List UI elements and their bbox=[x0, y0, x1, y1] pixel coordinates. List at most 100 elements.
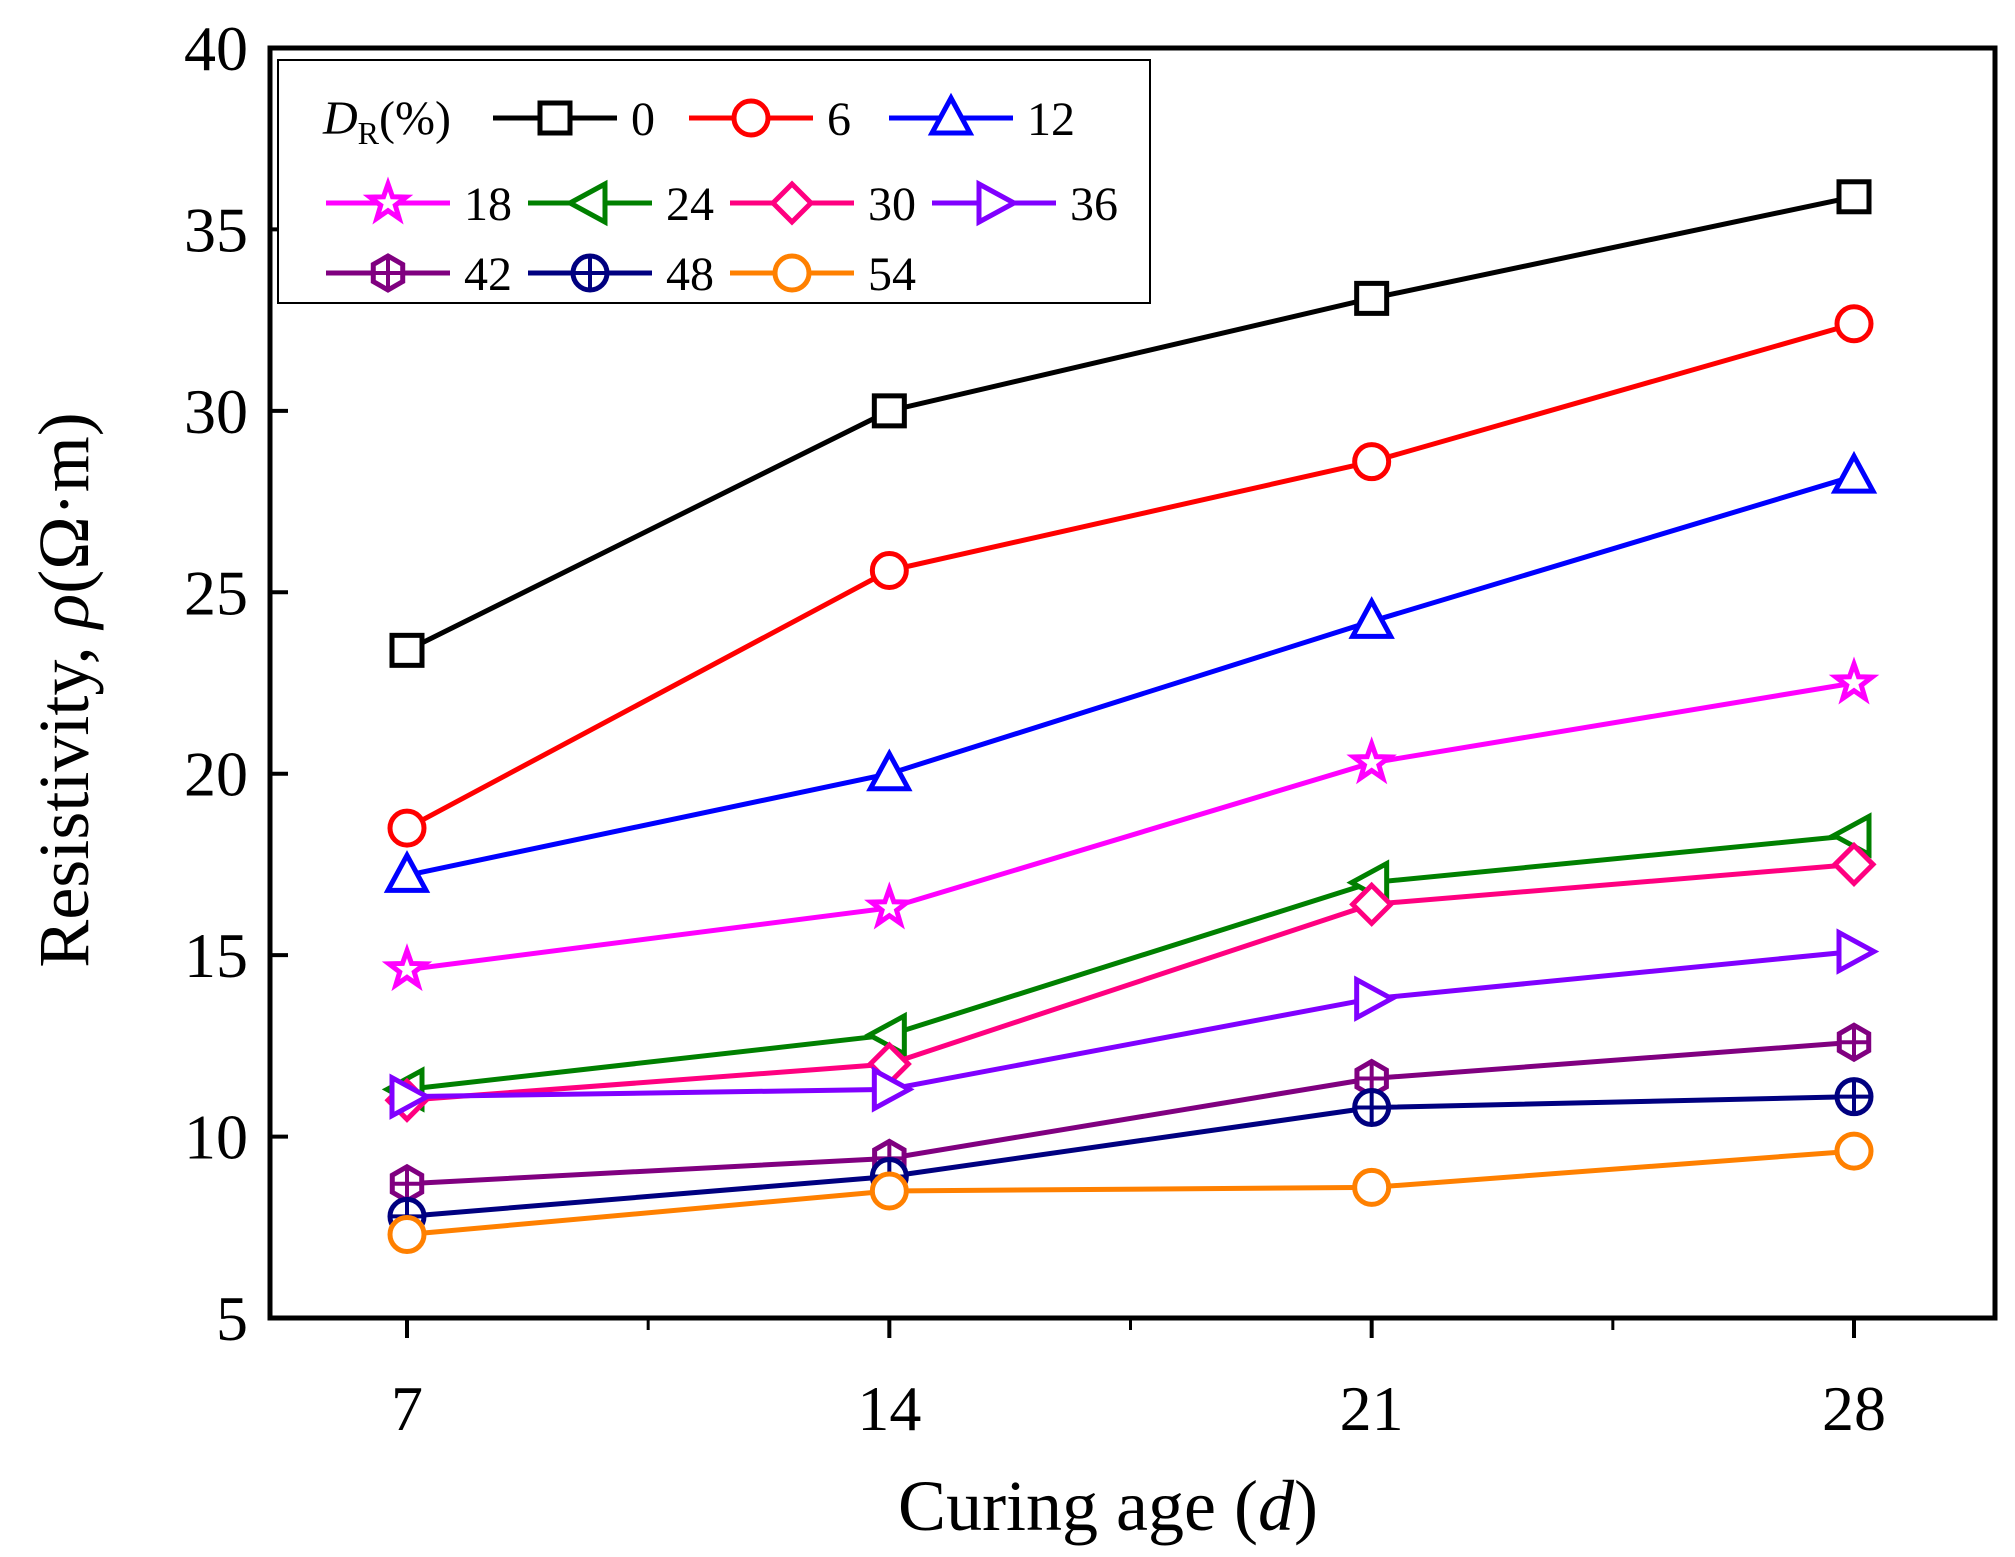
circle-marker bbox=[869, 1171, 909, 1211]
triangle-marker-shape bbox=[564, 179, 608, 227]
legend-item-42: 42 bbox=[326, 248, 512, 301]
legend-label: 54 bbox=[868, 248, 916, 301]
triangle-right-marker bbox=[976, 179, 1020, 227]
star-marker-shape bbox=[381, 943, 433, 992]
circle-plus-marker bbox=[1352, 1088, 1392, 1128]
hexagon-plus-marker bbox=[370, 253, 406, 293]
triangle-marker-shape bbox=[927, 92, 975, 136]
series-42 bbox=[389, 1022, 1872, 1204]
square-marker-shape bbox=[537, 100, 573, 136]
circle-marker-shape bbox=[387, 808, 427, 848]
series-0 bbox=[389, 179, 1872, 668]
legend-label: 48 bbox=[666, 248, 714, 301]
circle-marker bbox=[1352, 442, 1392, 482]
diamond-marker-shape bbox=[1349, 881, 1395, 927]
plus-shape bbox=[371, 256, 405, 290]
plus-shape bbox=[1837, 1025, 1871, 1060]
series-24 bbox=[381, 812, 1872, 1113]
series-line bbox=[405, 321, 1855, 831]
triangle-marker-shape bbox=[1348, 596, 1395, 639]
circle-marker-shape bbox=[1834, 1131, 1874, 1171]
y-tick-label: 20 bbox=[184, 739, 248, 810]
y-tick-label: 5 bbox=[216, 1283, 248, 1354]
circle-marker bbox=[1352, 1167, 1392, 1207]
circle-marker bbox=[387, 1215, 427, 1255]
star-marker bbox=[381, 943, 433, 992]
legend-item-48: 48 bbox=[528, 248, 714, 301]
triangle-marker-shape bbox=[866, 748, 913, 792]
legend-item-0: 0 bbox=[493, 93, 655, 146]
triangle-right-marker bbox=[1836, 928, 1880, 975]
star-marker bbox=[1828, 656, 1880, 705]
square-marker bbox=[389, 632, 425, 668]
diamond-marker-shape bbox=[769, 180, 815, 226]
y-tick-label: 35 bbox=[184, 194, 248, 265]
legend-label: 24 bbox=[666, 178, 714, 231]
circle-marker bbox=[731, 98, 771, 138]
circle-marker-shape bbox=[1834, 304, 1874, 344]
legend-label: 6 bbox=[827, 93, 851, 146]
series-12 bbox=[383, 450, 1878, 893]
triangle-up-marker bbox=[383, 850, 431, 893]
series-line bbox=[406, 1039, 1855, 1187]
triangle-marker-shape bbox=[389, 1073, 433, 1120]
x-tick-label: 21 bbox=[1340, 1373, 1404, 1444]
square-marker bbox=[1354, 280, 1390, 316]
legend-item-12: 12 bbox=[889, 92, 1075, 146]
circle-marker bbox=[1834, 304, 1874, 344]
plus-shape bbox=[573, 256, 607, 290]
series-line bbox=[405, 194, 1855, 653]
x-tick-label: 7 bbox=[391, 1373, 423, 1444]
series-line bbox=[406, 949, 1855, 1100]
square-marker-shape bbox=[389, 632, 425, 668]
triangle-right-marker bbox=[871, 1066, 915, 1113]
series-36 bbox=[389, 928, 1880, 1120]
legend-label: 0 bbox=[631, 93, 655, 146]
series-line bbox=[406, 680, 1855, 973]
star-marker-shape bbox=[1346, 736, 1397, 785]
legend-item-54: 54 bbox=[730, 248, 916, 301]
square-marker bbox=[1836, 179, 1872, 215]
legend-label: 30 bbox=[868, 178, 916, 231]
series-line bbox=[406, 1148, 1855, 1238]
triangle-marker-shape bbox=[871, 1066, 915, 1113]
series-6 bbox=[387, 304, 1874, 848]
triangle-up-marker bbox=[1348, 596, 1395, 639]
legend-box bbox=[277, 59, 1151, 304]
triangle-up-marker bbox=[1830, 450, 1878, 494]
series-line bbox=[406, 861, 1855, 1103]
star-marker-shape bbox=[864, 881, 915, 930]
star-marker-shape bbox=[1828, 656, 1880, 705]
square-marker-shape bbox=[871, 393, 907, 429]
triangle-right-marker bbox=[1354, 975, 1397, 1022]
plus-shape bbox=[1837, 1079, 1871, 1114]
series-30 bbox=[384, 841, 1877, 1123]
diamond-marker bbox=[1831, 841, 1877, 887]
square-marker bbox=[537, 100, 573, 136]
star-marker bbox=[1346, 736, 1397, 785]
x-axis-label: Curing age (d) bbox=[898, 1466, 1318, 1546]
square-marker bbox=[871, 393, 907, 429]
series-line bbox=[406, 473, 1855, 878]
circle-marker-shape bbox=[731, 98, 771, 138]
triangle-marker-shape bbox=[1354, 975, 1397, 1022]
series-48 bbox=[387, 1077, 1874, 1236]
series-line bbox=[406, 1094, 1855, 1219]
legend-label: 42 bbox=[464, 248, 512, 301]
hexagon-plus-marker bbox=[1836, 1022, 1872, 1063]
plot-frame bbox=[267, 45, 1998, 1321]
square-marker-shape bbox=[1354, 280, 1390, 316]
circle-marker bbox=[1834, 1131, 1874, 1171]
triangle-up-marker bbox=[866, 748, 913, 792]
circle-marker-shape bbox=[1352, 1167, 1392, 1207]
series-18 bbox=[381, 656, 1880, 992]
diamond-marker bbox=[1349, 881, 1395, 927]
circle-marker-shape bbox=[1352, 442, 1392, 482]
x-tick-label: 28 bbox=[1822, 1373, 1886, 1444]
legend-label: 18 bbox=[464, 178, 512, 231]
y-tick-label: 15 bbox=[184, 920, 248, 991]
star-marker bbox=[864, 881, 915, 930]
triangle-marker-shape bbox=[1836, 928, 1880, 975]
circle-marker bbox=[772, 253, 812, 293]
legend-title: DR(%) bbox=[322, 92, 451, 151]
